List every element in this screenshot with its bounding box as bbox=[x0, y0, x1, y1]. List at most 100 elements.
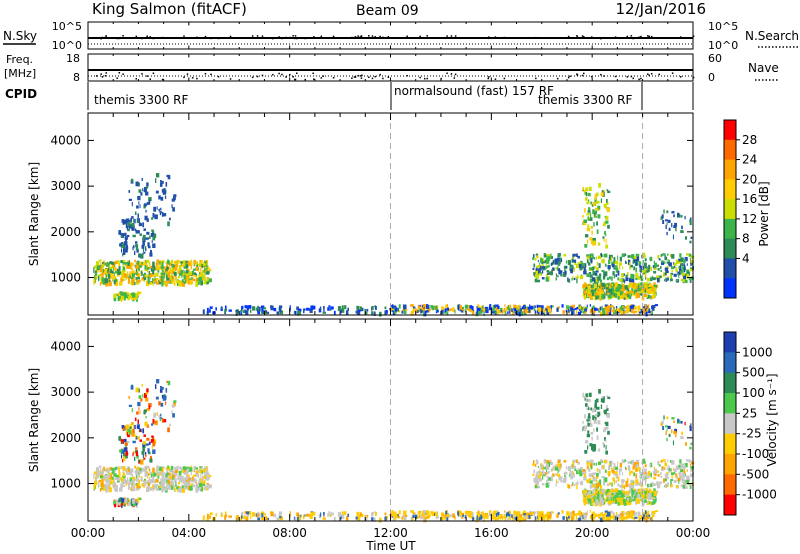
velocity-cell bbox=[633, 464, 636, 470]
power-cell bbox=[138, 273, 141, 277]
power-cell bbox=[634, 310, 638, 313]
velocity-cell bbox=[133, 487, 136, 492]
velocity-cell bbox=[665, 430, 667, 436]
power-cell bbox=[124, 292, 127, 298]
velocity-cell bbox=[588, 478, 592, 481]
power-cell bbox=[611, 288, 615, 293]
power-cell bbox=[649, 311, 652, 314]
velocity-cell bbox=[640, 488, 643, 492]
power-cell bbox=[188, 260, 190, 264]
power-cell bbox=[590, 240, 595, 245]
freq-point bbox=[650, 73, 653, 75]
power-cell bbox=[599, 279, 603, 283]
velocity-cell bbox=[203, 466, 207, 470]
velocity-cell bbox=[605, 496, 609, 500]
velocity-cell bbox=[563, 460, 567, 463]
power-cell bbox=[608, 289, 612, 293]
velocity-cell bbox=[144, 421, 148, 427]
velocity-cell bbox=[202, 483, 205, 487]
power-cell bbox=[586, 254, 590, 257]
velocity-cell bbox=[109, 469, 112, 472]
velocity-cell bbox=[154, 482, 156, 486]
velocity-cell bbox=[160, 484, 164, 488]
velocity-cell bbox=[446, 517, 449, 522]
power-cell bbox=[573, 259, 577, 263]
power-cell bbox=[257, 311, 261, 315]
velocity-cell bbox=[586, 461, 590, 465]
velocity-cell bbox=[574, 513, 577, 516]
power-cell bbox=[563, 254, 567, 257]
velocity-colorbar-label: Velocity [m s⁻¹] bbox=[765, 373, 779, 466]
velocity-cell bbox=[99, 475, 104, 479]
velocity-cell bbox=[597, 411, 601, 416]
power-cell bbox=[144, 276, 147, 281]
velocity-cell bbox=[592, 472, 595, 477]
power-cell bbox=[457, 307, 461, 310]
nsky-point bbox=[285, 36, 287, 39]
velocity-cell bbox=[597, 491, 600, 496]
power-cell bbox=[192, 278, 196, 282]
power-cell bbox=[575, 276, 579, 279]
power-cell bbox=[658, 258, 661, 261]
power-cell bbox=[356, 310, 361, 316]
power-cell bbox=[340, 309, 342, 314]
freq-point bbox=[374, 75, 376, 78]
power-cell bbox=[644, 304, 647, 309]
velocity-cell bbox=[138, 472, 140, 476]
velocity-cell bbox=[625, 483, 629, 488]
velocity-cell bbox=[206, 484, 209, 488]
velocity-cell bbox=[471, 512, 474, 517]
power-cell bbox=[586, 255, 590, 259]
power-cell bbox=[187, 280, 190, 285]
velocity-cell bbox=[606, 395, 609, 398]
velocity-cell bbox=[686, 479, 690, 485]
freq-point bbox=[638, 78, 640, 81]
power-cell bbox=[569, 267, 571, 271]
velocity-cell bbox=[417, 511, 421, 515]
power-cell bbox=[660, 265, 662, 270]
velocity-cell bbox=[206, 513, 209, 519]
velocity-colorbar-swatch bbox=[724, 413, 736, 435]
velocity-cell bbox=[598, 469, 601, 474]
velocity-cell bbox=[681, 431, 683, 436]
velocity-cell bbox=[611, 492, 614, 496]
power-cell bbox=[603, 307, 606, 311]
velocity-cell bbox=[179, 478, 183, 482]
velocity-cell bbox=[645, 488, 648, 493]
velocity-cell bbox=[633, 492, 636, 496]
velocity-y-tick-label: 2000 bbox=[50, 431, 81, 445]
power-cell bbox=[583, 219, 588, 224]
power-cell bbox=[580, 310, 582, 313]
power-cell bbox=[135, 245, 139, 251]
power-cell bbox=[116, 268, 119, 273]
velocity-cell bbox=[117, 477, 121, 481]
velocity-cell bbox=[102, 486, 106, 491]
power-cell bbox=[143, 279, 145, 282]
velocity-cell bbox=[554, 466, 559, 471]
power-cell bbox=[638, 261, 641, 266]
velocity-cell bbox=[584, 514, 588, 518]
power-cell bbox=[193, 272, 197, 276]
power-cell bbox=[128, 264, 132, 269]
velocity-cell bbox=[143, 409, 147, 413]
velocity-cell bbox=[257, 513, 260, 517]
power-cell bbox=[476, 307, 481, 311]
velocity-cell bbox=[404, 514, 408, 518]
nsky-point bbox=[423, 37, 426, 39]
velocity-cell bbox=[590, 495, 593, 499]
freq-point bbox=[304, 78, 306, 81]
velocity-cell bbox=[588, 413, 591, 417]
velocity-cell bbox=[646, 472, 648, 475]
power-cell bbox=[123, 246, 125, 251]
velocity-cell bbox=[95, 467, 100, 472]
power-cell bbox=[206, 278, 209, 282]
power-cell bbox=[589, 278, 593, 283]
power-cell bbox=[99, 282, 102, 286]
velocity-cell bbox=[122, 472, 126, 477]
power-cell bbox=[159, 279, 162, 283]
power-cell bbox=[689, 267, 694, 270]
velocity-cell bbox=[106, 484, 111, 488]
velocity-cell bbox=[93, 485, 96, 490]
velocity-cell bbox=[591, 459, 594, 463]
power-cell bbox=[591, 230, 593, 235]
